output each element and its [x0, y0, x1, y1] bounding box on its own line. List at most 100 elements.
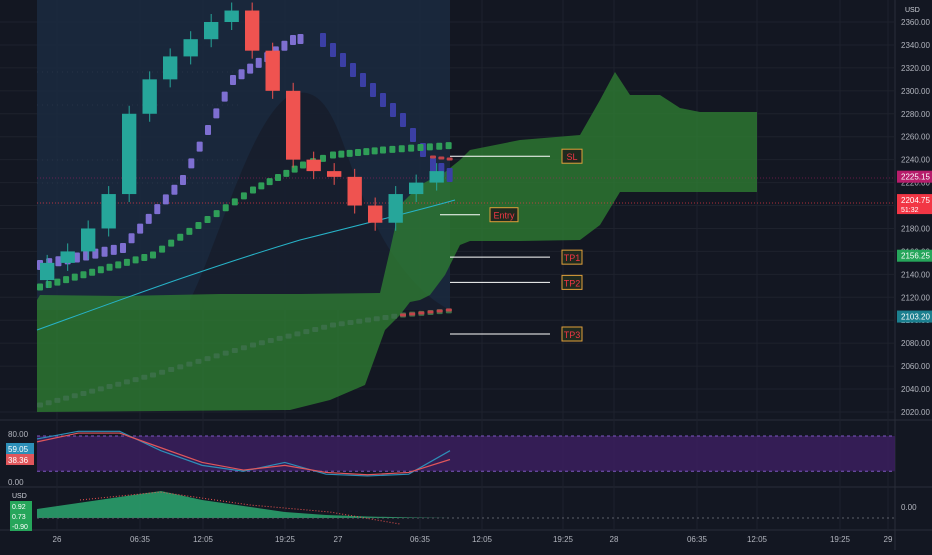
- ma-segment: [63, 276, 70, 284]
- ma-segment: [275, 174, 281, 181]
- ma-segment: [141, 374, 148, 380]
- trade-level-box: [561, 326, 583, 342]
- ma-segment: [438, 156, 445, 160]
- ma-segment: [380, 93, 386, 107]
- time-tick-label: 12:05: [193, 535, 214, 544]
- time-tick-label: 26: [53, 535, 62, 544]
- ma-segment: [123, 258, 130, 266]
- time-tick-label: 06:35: [410, 535, 431, 544]
- ma-segment: [410, 128, 416, 142]
- candle: [224, 10, 239, 22]
- price-tick-label: 2140.00: [901, 270, 930, 279]
- ma-segment: [106, 263, 113, 271]
- ma-segment: [186, 361, 193, 367]
- ma-segment: [427, 310, 434, 314]
- ma-segment: [168, 239, 175, 247]
- osc-axis-label: 0.00: [901, 503, 917, 512]
- ma-segment: [162, 194, 169, 205]
- ma-segment: [195, 358, 202, 364]
- ma-segment: [276, 335, 283, 341]
- ma-segment: [380, 146, 386, 154]
- time-tick-label: 06:35: [687, 535, 708, 544]
- trade-level-box: [561, 148, 583, 164]
- ma-segment: [382, 315, 389, 320]
- ma-segment: [400, 113, 406, 127]
- ma-segment: [355, 149, 361, 156]
- ma-segment: [230, 75, 236, 85]
- ma-segment: [55, 256, 62, 267]
- ma-segment: [436, 309, 443, 313]
- ma-segment: [446, 157, 453, 161]
- ma-segment: [63, 395, 70, 401]
- stoch-band: [37, 436, 895, 472]
- osc-signal: [79, 491, 401, 525]
- blue-band: [320, 33, 453, 182]
- ma-segment: [154, 204, 161, 215]
- ma-segment: [312, 326, 319, 332]
- ma-segment: [430, 158, 436, 172]
- stoch-line: [36, 432, 451, 476]
- ma-segment: [347, 320, 354, 325]
- ma-segment: [430, 155, 436, 159]
- price-tick-label: 2080.00: [901, 339, 930, 348]
- ma-segment: [180, 175, 186, 185]
- moving-average-cyan: [36, 199, 456, 331]
- stoch-axis-label: 0.00: [8, 478, 24, 487]
- ma-segment: [141, 253, 148, 261]
- price-badge: [897, 310, 932, 323]
- ma-segment: [338, 150, 345, 158]
- price-tick-label: 2320.00: [901, 64, 930, 73]
- candles: [40, 2, 444, 289]
- ma-segment: [195, 221, 202, 229]
- ma-segment: [45, 400, 52, 406]
- stoch-line: [36, 430, 451, 477]
- red-band-2: [430, 155, 453, 161]
- ma-segment: [213, 108, 220, 119]
- ma-segment: [281, 40, 288, 51]
- ma-segment: [137, 223, 144, 234]
- time-tick-label: 28: [610, 535, 619, 544]
- stoch-badge: [6, 443, 34, 454]
- time-tick-label: 12:05: [472, 535, 493, 544]
- trade-level-label: Entry: [493, 211, 515, 221]
- ma-segment: [363, 148, 370, 156]
- price-tick-label: 2020.00: [901, 408, 930, 417]
- price-tick-label: 2060.00: [901, 362, 930, 371]
- ma-segment: [400, 313, 406, 317]
- ma-segment: [83, 250, 90, 261]
- osc-area: [37, 491, 450, 518]
- ma-segment: [168, 367, 175, 373]
- ma-segment: [250, 342, 256, 348]
- shadow-region: [190, 92, 450, 310]
- ma-segment: [221, 91, 228, 102]
- ma-segment: [240, 345, 247, 351]
- ma-segment: [285, 333, 292, 339]
- ma-segment: [338, 321, 345, 327]
- ma-segment: [213, 210, 220, 218]
- trade-level-box: [561, 274, 583, 290]
- ma-segment: [297, 34, 304, 44]
- ma-segment: [390, 103, 396, 117]
- candle: [388, 194, 403, 223]
- ma-segment: [373, 316, 380, 322]
- ma-segment: [115, 381, 122, 387]
- candle: [183, 39, 198, 57]
- ma-segment: [101, 246, 108, 257]
- ma-segment: [128, 233, 135, 244]
- price-tick-label: 2180.00: [901, 224, 930, 233]
- ma-segment: [445, 142, 452, 150]
- trade-level-label: SL: [566, 152, 577, 162]
- ma-segment: [371, 147, 378, 155]
- price-tick-label: 2340.00: [901, 41, 930, 50]
- ma-segment: [258, 340, 265, 346]
- ma-segment: [418, 311, 425, 315]
- osc-badge: [10, 521, 32, 531]
- candle: [204, 22, 219, 40]
- candle: [368, 205, 383, 223]
- candle: [409, 182, 424, 195]
- stochastic-panel: 80.00 0.00 59.05 38.36: [6, 430, 895, 487]
- ma-segment: [171, 184, 178, 195]
- ma-segment: [303, 329, 310, 335]
- currency-label: USD: [905, 7, 920, 14]
